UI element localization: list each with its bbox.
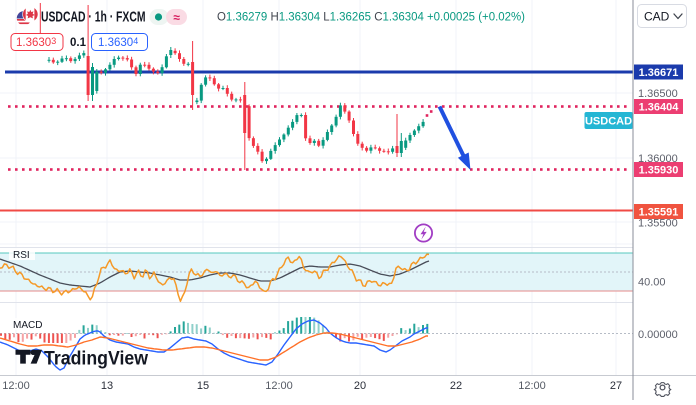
svg-text:0.00000: 0.00000 [638,329,678,341]
svg-text:12:00: 12:00 [265,380,293,392]
svg-text:RSI: RSI [13,250,30,261]
svg-text:1.36304: 1.36304 [98,36,138,49]
svg-text:0.1: 0.1 [70,37,87,49]
svg-text:MACD: MACD [13,320,42,331]
svg-text:1.36500: 1.36500 [638,88,678,100]
svg-text:USDCAD: USDCAD [585,116,632,128]
svg-text:1.35930: 1.35930 [639,165,679,177]
svg-text:12:00: 12:00 [518,380,546,392]
svg-text:40.00: 40.00 [638,277,666,289]
svg-text:USDCAD · 1h · FXCM: USDCAD · 1h · FXCM [41,9,146,26]
svg-text:12:00: 12:00 [2,380,30,392]
svg-text:1.36303: 1.36303 [16,36,56,49]
svg-text:CAD: CAD [644,10,670,24]
svg-text:15: 15 [197,380,209,392]
svg-text:1.35500: 1.35500 [638,218,678,230]
svg-text:22: 22 [450,380,462,392]
svg-text:1.36671: 1.36671 [639,67,679,79]
svg-text:20: 20 [354,380,366,392]
svg-text:1.36404: 1.36404 [639,102,680,114]
svg-text:TradingView: TradingView [44,348,149,370]
svg-text:13: 13 [101,380,113,392]
svg-text:1.35591: 1.35591 [639,207,679,219]
svg-text:27: 27 [610,380,622,392]
svg-text:≈: ≈ [173,11,180,25]
svg-text:O1.36279 H1.36304 L1.36265 C1.: O1.36279 H1.36304 L1.36265 C1.36304 +0.0… [217,12,525,24]
